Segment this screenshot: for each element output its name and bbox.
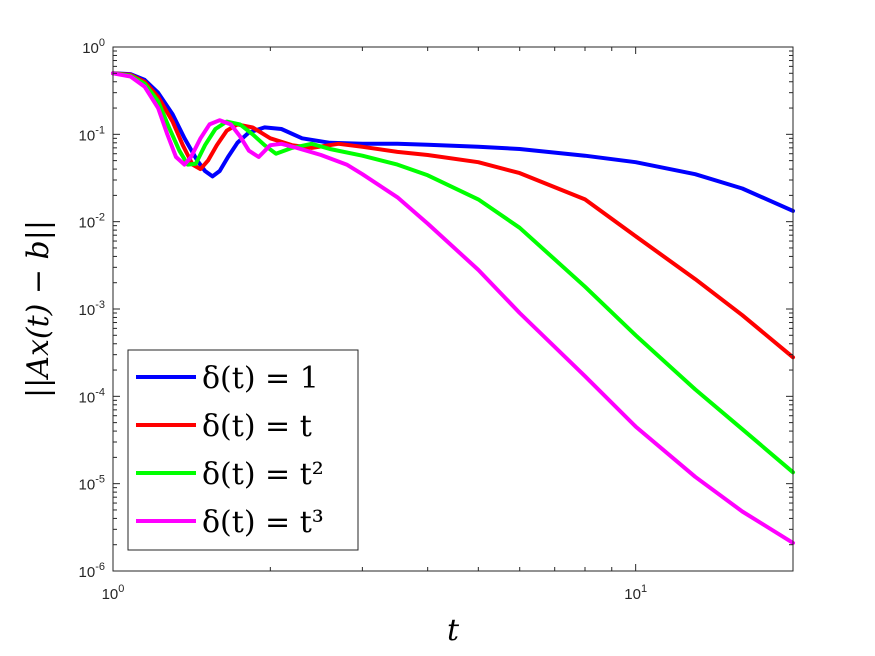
y-tick-label-2: 10-2 — [79, 212, 105, 232]
tick-layer: 100 101 100 10-1 10-2 10-3 10-4 10-5 10-6 — [79, 37, 794, 603]
x-tick-label-1: 101 — [624, 583, 647, 603]
legend-box — [127, 349, 359, 551]
series-line-1 — [111, 71, 795, 213]
y-tick-label-1: 10-1 — [79, 124, 105, 144]
y-tick-label-6: 10-6 — [79, 561, 105, 581]
legend-label-4: δ(t) = t³ — [202, 505, 324, 540]
legend-items: δ(t) = 1 δ(t) = t δ(t) = t² δ(t) = t³ — [136, 361, 324, 540]
legend-label-2: δ(t) = t — [202, 409, 312, 444]
y-axis-label: ||Ax(t) − b|| — [21, 220, 56, 398]
series-layer — [111, 71, 795, 545]
y-tick-label-0: 100 — [82, 37, 105, 57]
x-axis-label: t — [447, 613, 460, 648]
y-tick-label-5: 10-5 — [79, 474, 105, 494]
legend-label-3: δ(t) = t² — [202, 457, 324, 492]
series-line-4 — [111, 71, 795, 545]
y-tick-label-3: 10-3 — [79, 299, 105, 319]
y-tick-label-4: 10-4 — [79, 386, 105, 406]
series-line-3 — [111, 71, 795, 475]
x-tick-label-0: 100 — [102, 583, 125, 603]
legend: δ(t) = 1 δ(t) = t δ(t) = t² δ(t) = t³ — [127, 349, 359, 551]
legend-label-1: δ(t) = 1 — [202, 361, 319, 396]
series-line-2 — [111, 71, 795, 360]
